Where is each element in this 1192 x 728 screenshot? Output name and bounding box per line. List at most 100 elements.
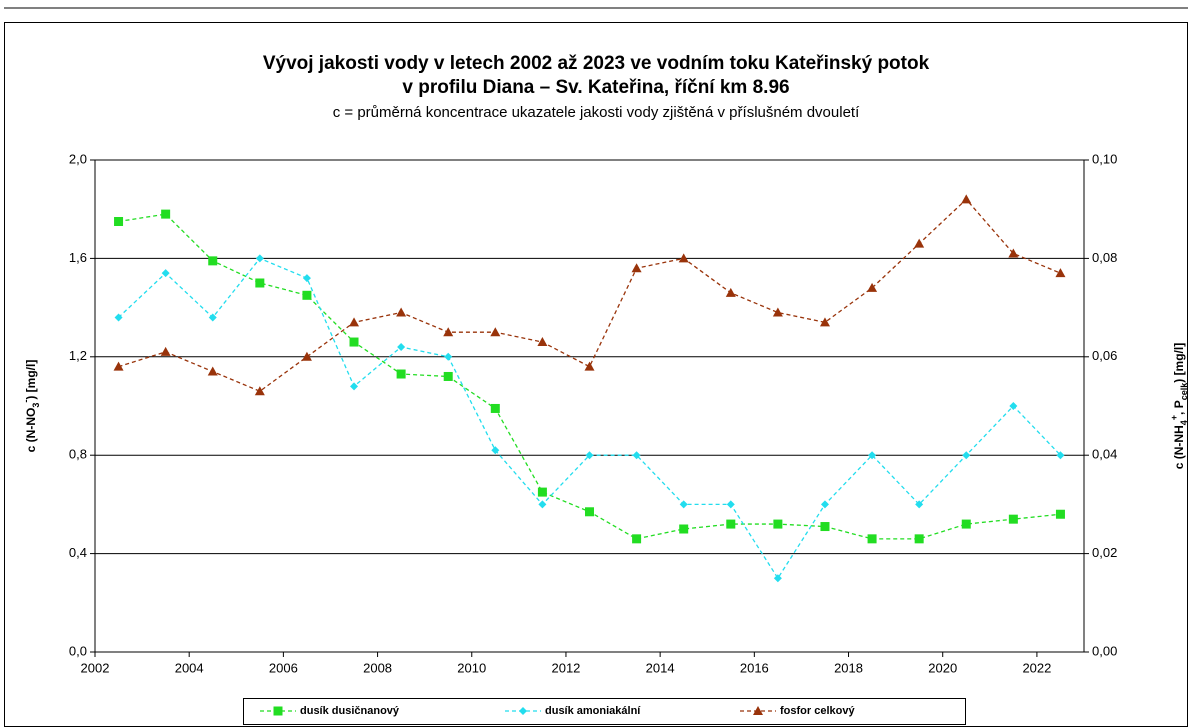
marker	[867, 282, 878, 292]
marker	[1009, 402, 1018, 410]
marker	[538, 500, 547, 509]
y-tick-label: 2,0	[69, 151, 87, 166]
x-tick-label: 2008	[363, 660, 392, 675]
x-tick-label: 2006	[269, 660, 298, 675]
marker	[914, 238, 925, 248]
axis-label-part: 3	[31, 403, 41, 408]
marker	[915, 500, 924, 509]
marker	[867, 534, 877, 544]
marker	[397, 342, 406, 351]
marker	[820, 522, 830, 532]
marker	[302, 274, 311, 283]
marker	[632, 451, 641, 460]
axis-label-part: +	[1169, 415, 1179, 420]
marker	[113, 361, 124, 371]
marker	[208, 256, 218, 266]
marker	[349, 337, 359, 347]
marker	[679, 500, 688, 509]
x-tick-label: 2018	[834, 660, 863, 675]
y2-tick-label: 0,06	[1092, 348, 1117, 363]
marker	[868, 451, 877, 460]
marker	[254, 386, 265, 396]
legend-marker	[519, 707, 527, 715]
marker	[962, 451, 971, 460]
y-tick-label: 0,8	[69, 447, 87, 462]
marker	[255, 278, 265, 288]
marker	[490, 327, 501, 337]
marker	[491, 446, 500, 455]
marker	[772, 307, 783, 317]
y-tick-label: 1,6	[69, 250, 87, 265]
axis-label: c (N-NH4+, Pcelk) [mg/l]	[1169, 343, 1189, 469]
marker	[444, 352, 453, 361]
legend-label: fosfor celkový	[780, 705, 855, 717]
chart-subtitle: c = průměrná koncentrace ukazatele jakos…	[333, 104, 860, 121]
plot-frame	[94, 159, 1085, 653]
series-line	[118, 257, 1061, 580]
marker	[678, 253, 689, 263]
marker	[490, 403, 500, 413]
marker	[537, 487, 547, 497]
x-tick-label: 2002	[81, 660, 110, 675]
y2-tick-label: 0,02	[1092, 545, 1117, 560]
marker	[726, 500, 735, 509]
marker	[301, 351, 312, 361]
marker	[160, 346, 171, 356]
legend-label: dusík dusičnanový	[300, 705, 400, 717]
chart-title: v profilu Diana – Sv. Kateřina, říční km…	[402, 77, 789, 98]
marker	[819, 317, 830, 327]
marker	[1055, 268, 1066, 278]
marker	[208, 313, 217, 322]
marker	[914, 534, 924, 544]
y-tick-label: 1,2	[69, 348, 87, 363]
x-tick-label: 2020	[928, 660, 957, 675]
marker	[585, 507, 594, 517]
axis-label-part: -	[21, 400, 31, 403]
y2-tick-label: 0,08	[1092, 250, 1117, 265]
y2-tick-label: 0,04	[1092, 447, 1117, 462]
marker	[349, 317, 360, 327]
axis-label-part: c (N-NO	[24, 408, 38, 453]
axis-label-part: ) [mg/l]	[24, 360, 38, 400]
marker	[773, 574, 782, 583]
marker	[820, 500, 829, 509]
marker	[585, 451, 594, 460]
legend-box	[243, 698, 966, 725]
x-tick-label: 2022	[1022, 660, 1051, 675]
marker	[161, 209, 171, 219]
marker	[773, 519, 783, 529]
marker	[207, 366, 218, 376]
legend-marker	[273, 706, 283, 716]
axis-label-part: celk	[1179, 382, 1189, 401]
y-tick-label: 0,0	[69, 643, 87, 658]
series-line	[118, 198, 1061, 392]
marker	[396, 307, 407, 317]
axis-label-part: 4	[1179, 420, 1189, 425]
marker	[1008, 514, 1018, 524]
marker	[961, 519, 971, 529]
marker	[1056, 451, 1065, 460]
axis-label-part: c (N-NH	[1172, 425, 1186, 469]
y2-tick-label: 0,00	[1092, 643, 1117, 658]
marker	[1055, 509, 1065, 519]
marker	[443, 371, 453, 381]
axis-label: c (N-NO3-) [mg/l]	[21, 360, 41, 453]
legend-label: dusík amoniakální	[545, 705, 641, 717]
marker	[114, 313, 123, 322]
axis-label-part: ) [mg/l]	[1172, 343, 1186, 383]
marker	[255, 254, 264, 263]
y-tick-label: 0,4	[69, 545, 87, 560]
marker	[1008, 248, 1019, 258]
marker	[725, 287, 736, 297]
marker	[537, 337, 548, 347]
marker	[584, 361, 595, 371]
marker	[631, 263, 642, 273]
marker	[632, 534, 642, 544]
x-tick-label: 2010	[457, 660, 486, 675]
series-line	[118, 213, 1061, 540]
x-tick-label: 2004	[175, 660, 204, 675]
y2-tick-label: 0,10	[1092, 151, 1117, 166]
marker	[679, 524, 689, 534]
chart-title: Vývoj jakosti vody v letech 2002 až 2023…	[263, 53, 930, 74]
